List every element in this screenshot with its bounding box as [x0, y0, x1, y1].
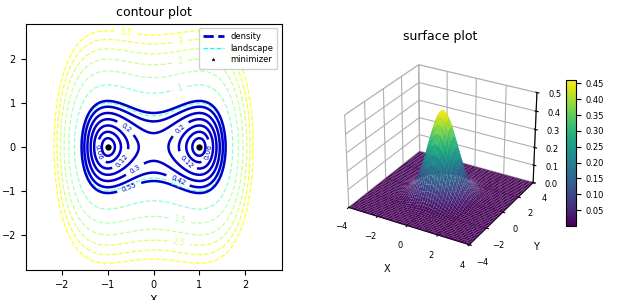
Y-axis label: Y: Y	[533, 242, 539, 251]
Text: 3: 3	[177, 37, 184, 46]
Title: surface plot: surface plot	[403, 30, 477, 44]
Text: 2: 2	[177, 57, 184, 66]
Text: 0.2: 0.2	[120, 122, 132, 134]
Text: 0.12: 0.12	[115, 153, 130, 168]
Text: 0.06: 0.06	[93, 144, 103, 160]
Legend: density, landscape, minimizer: density, landscape, minimizer	[198, 28, 277, 68]
Text: 0.42: 0.42	[170, 175, 186, 187]
Text: 0.3: 0.3	[129, 164, 141, 175]
Text: 0.12: 0.12	[179, 154, 194, 170]
Text: 0.55: 0.55	[121, 182, 138, 193]
Text: 0.06: 0.06	[204, 144, 214, 160]
Text: 1: 1	[177, 83, 184, 93]
Text: 0.5: 0.5	[169, 178, 184, 191]
Text: 1.5: 1.5	[173, 214, 186, 226]
Text: 3.5: 3.5	[120, 27, 132, 38]
X-axis label: X: X	[150, 295, 157, 300]
Title: contour plot: contour plot	[116, 6, 191, 19]
Text: 0.2: 0.2	[174, 122, 186, 134]
Text: 2.5: 2.5	[173, 238, 186, 248]
X-axis label: X: X	[384, 264, 390, 274]
